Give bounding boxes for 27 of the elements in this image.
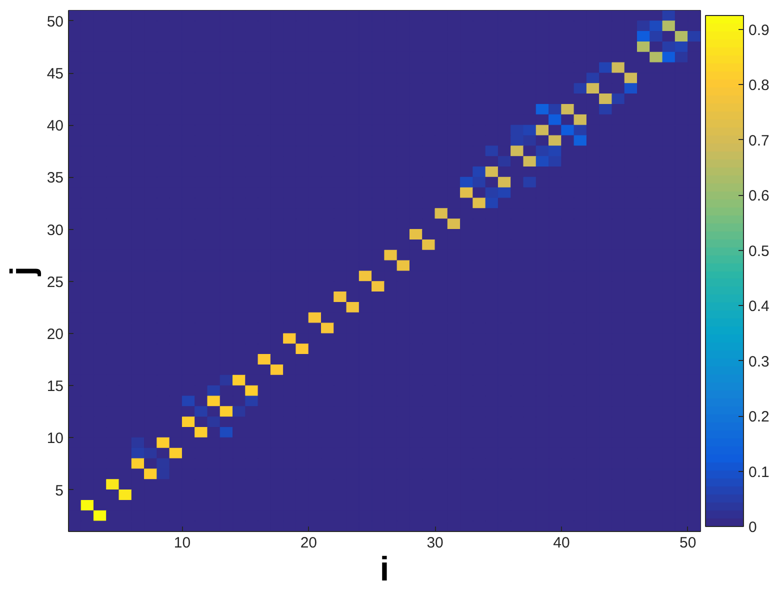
y-tick-label: 25	[46, 274, 64, 291]
y-tick-label: 20	[46, 326, 64, 344]
color-bar-label: 0.1	[748, 464, 770, 481]
y-tick-label: 40	[46, 118, 64, 135]
y-tick-label: 35	[46, 170, 64, 187]
y-axis-title: j	[4, 266, 42, 277]
color-bar-label: 0.3	[748, 353, 770, 370]
color-bar-label: 0.8	[748, 77, 770, 94]
x-tick-label: 50	[680, 534, 696, 552]
color-bar-label: 0	[748, 519, 757, 536]
x-tick-label: 30	[426, 534, 444, 552]
y-tick-label: 30	[46, 222, 64, 239]
x-tick-label: 40	[553, 534, 570, 552]
x-axis-title: i	[380, 550, 390, 588]
y-tick-label: 5	[55, 482, 64, 500]
y-tick-label: 50	[46, 13, 64, 30]
y-tick-label: 15	[46, 378, 64, 396]
color-bar-label: 0.5	[748, 242, 770, 260]
x-tick-label: 10	[174, 534, 191, 552]
color-bar-label: 0.4	[748, 298, 770, 316]
color-bar-label: 0.9	[748, 22, 770, 39]
color-bar-label: 0.7	[748, 132, 770, 150]
y-tick-label: 10	[46, 430, 64, 448]
y-tick-label: 45	[46, 66, 64, 83]
x-tick-label: 20	[300, 534, 318, 552]
color-bar-label: 0.2	[748, 408, 770, 426]
color-bar-label: 0.6	[748, 188, 770, 205]
